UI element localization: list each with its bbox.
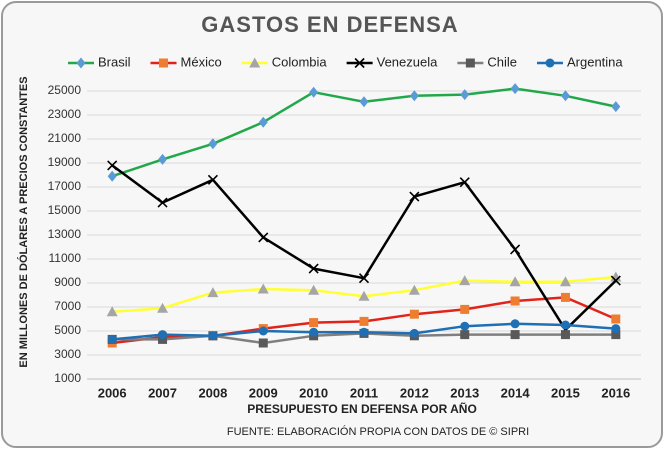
legend-label: Colombia bbox=[272, 54, 328, 69]
y-tick-label: 5000 bbox=[54, 323, 81, 337]
data-point bbox=[509, 276, 521, 287]
x-tick-label: 2009 bbox=[249, 385, 278, 400]
data-point bbox=[258, 326, 268, 336]
data-point bbox=[157, 197, 168, 208]
data-point bbox=[510, 330, 520, 340]
legend-label: Venezuela bbox=[377, 54, 438, 69]
legend-label: Brasil bbox=[98, 54, 131, 69]
legend-marker bbox=[354, 57, 365, 69]
data-point bbox=[409, 90, 419, 102]
data-point bbox=[559, 276, 571, 287]
x-tick-label: 2015 bbox=[551, 385, 580, 400]
x-tick-label: 2008 bbox=[198, 385, 227, 400]
data-point bbox=[560, 90, 570, 102]
data-point bbox=[408, 284, 420, 295]
data-point bbox=[208, 138, 218, 150]
x-tick-label: 2006 bbox=[98, 385, 127, 400]
data-point bbox=[510, 296, 520, 306]
data-point bbox=[611, 324, 621, 334]
data-point bbox=[610, 271, 622, 282]
x-tick-label: 2011 bbox=[350, 385, 378, 400]
data-point bbox=[158, 330, 168, 340]
data-point bbox=[460, 321, 470, 331]
data-point bbox=[258, 116, 268, 128]
data-point bbox=[358, 273, 370, 284]
data-point bbox=[308, 263, 319, 274]
data-point bbox=[359, 327, 369, 337]
y-tick-label: 9000 bbox=[54, 275, 81, 289]
legend-marker bbox=[76, 57, 86, 69]
y-axis-label: EN MILLONES DE DÓLARES A PRECIOS CONSTAN… bbox=[17, 76, 30, 367]
data-point bbox=[308, 284, 320, 295]
data-point bbox=[359, 316, 369, 326]
y-tick-label: 7000 bbox=[54, 299, 81, 313]
data-point bbox=[460, 330, 470, 340]
data-point bbox=[510, 83, 520, 95]
data-point bbox=[409, 328, 419, 338]
legend-marker bbox=[545, 58, 555, 68]
data-point bbox=[409, 191, 420, 202]
data-point bbox=[258, 338, 268, 348]
legend-label: México bbox=[181, 54, 222, 69]
data-point bbox=[358, 290, 370, 301]
y-tick-label: 25000 bbox=[48, 83, 82, 97]
data-point bbox=[106, 306, 118, 317]
data-point bbox=[459, 275, 471, 286]
data-point bbox=[560, 320, 570, 330]
y-tick-label: 15000 bbox=[48, 203, 82, 217]
data-point bbox=[309, 318, 319, 328]
y-tick-label: 1000 bbox=[54, 371, 81, 385]
x-tick-label: 2013 bbox=[450, 385, 479, 400]
data-point bbox=[560, 292, 570, 302]
y-tick-label: 3000 bbox=[54, 347, 81, 361]
data-point bbox=[158, 153, 168, 165]
data-point bbox=[207, 287, 219, 298]
y-tick-label: 17000 bbox=[48, 179, 82, 193]
x-tick-label: 2012 bbox=[400, 385, 429, 400]
data-point bbox=[157, 302, 169, 313]
chart-title: GASTOS EN DEFENSA bbox=[201, 12, 458, 37]
data-point bbox=[611, 314, 621, 324]
x-tick-label: 2014 bbox=[501, 385, 531, 400]
y-tick-label: 13000 bbox=[48, 227, 82, 241]
data-point bbox=[107, 160, 118, 171]
data-point bbox=[158, 334, 168, 344]
legend-label: Chile bbox=[487, 54, 517, 69]
data-point bbox=[611, 101, 621, 113]
y-tick-label: 21000 bbox=[48, 131, 82, 145]
data-point bbox=[560, 330, 570, 340]
legend-marker bbox=[465, 58, 475, 68]
data-point bbox=[309, 327, 319, 337]
data-point bbox=[510, 319, 520, 329]
data-point bbox=[510, 244, 521, 255]
data-point bbox=[258, 232, 269, 243]
data-point bbox=[459, 177, 470, 188]
data-point bbox=[610, 275, 621, 286]
data-point bbox=[611, 330, 621, 340]
data-point bbox=[208, 331, 218, 341]
x-tick-label: 2007 bbox=[148, 385, 177, 400]
y-tick-label: 19000 bbox=[48, 155, 82, 169]
source-note: FUENTE: ELABORACIÓN PROPIA CON DATOS DE … bbox=[227, 425, 529, 438]
data-point bbox=[107, 170, 117, 182]
y-tick-label: 23000 bbox=[48, 107, 82, 121]
x-tick-label: 2016 bbox=[601, 385, 630, 400]
data-point bbox=[309, 86, 319, 98]
data-point bbox=[257, 283, 269, 294]
legend-marker bbox=[249, 57, 261, 68]
x-axis-label: PRESUPUESTO EN DEFENSA POR AÑO bbox=[247, 401, 477, 416]
legend-marker bbox=[159, 58, 169, 68]
x-tick-label: 2010 bbox=[299, 385, 328, 400]
data-point bbox=[107, 334, 117, 344]
data-point bbox=[460, 304, 470, 314]
data-point bbox=[207, 174, 218, 185]
y-tick-label: 11000 bbox=[49, 251, 82, 265]
data-point bbox=[359, 96, 369, 108]
data-point bbox=[409, 309, 419, 319]
data-point bbox=[460, 89, 470, 101]
legend-label: Argentina bbox=[567, 54, 623, 69]
